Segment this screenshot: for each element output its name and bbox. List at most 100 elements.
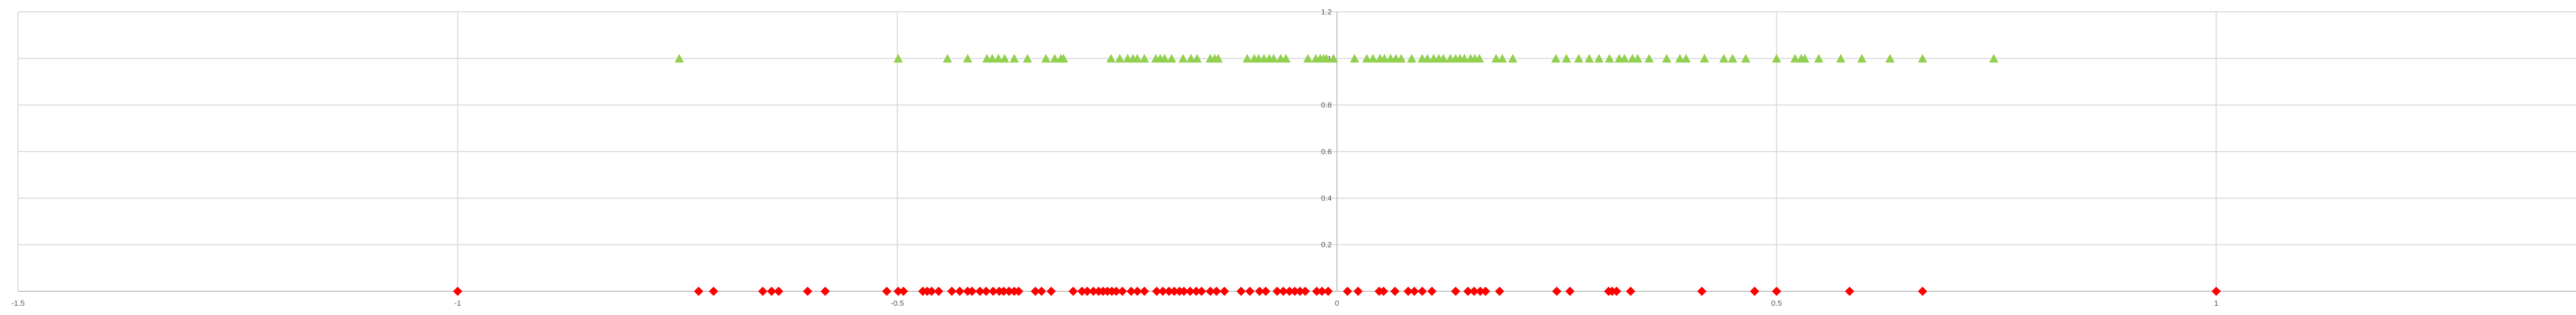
diamond-point	[803, 287, 812, 296]
triangle-point	[1368, 54, 1378, 63]
triangle-point	[1497, 54, 1507, 63]
triangle-point	[1380, 54, 1389, 63]
triangle-point	[987, 54, 997, 63]
triangle-point	[1350, 54, 1360, 63]
triangle-point	[1772, 54, 1782, 63]
triangle-point	[1644, 54, 1654, 63]
diamond-point	[1212, 287, 1222, 296]
diamond-point	[1697, 287, 1707, 296]
triangle-point	[1681, 54, 1691, 63]
triangle-point	[1508, 54, 1518, 63]
diamond-point	[1300, 287, 1310, 296]
triangle-point	[1700, 54, 1709, 63]
diamond-point	[1612, 287, 1621, 296]
diamond-point	[1197, 287, 1207, 296]
diamond-point	[1750, 287, 1759, 296]
diamond-point	[899, 287, 908, 296]
triangle-point	[942, 54, 952, 63]
diamond-point	[1069, 287, 1078, 296]
triangle-point	[1160, 54, 1170, 63]
diamond-point	[1403, 287, 1413, 296]
y-tick-label: 0.4	[1321, 194, 1332, 203]
triangle-point	[1050, 54, 1060, 63]
diamond-point	[774, 287, 784, 296]
triangle-point	[1675, 54, 1685, 63]
diamond-point	[1379, 287, 1388, 296]
diamond-point	[758, 287, 768, 296]
diamond-point	[893, 287, 903, 296]
diamond-point	[988, 287, 998, 296]
diamond-point	[1417, 287, 1427, 296]
triangle-point	[1620, 54, 1630, 63]
diamond-point	[1410, 287, 1419, 296]
diamond-point	[2211, 287, 2221, 296]
diamond-point	[1918, 287, 1927, 296]
triangle-point	[1329, 54, 1338, 63]
diamond-point	[1295, 287, 1305, 296]
diamond-point	[1317, 287, 1327, 296]
triangle-point	[674, 54, 684, 63]
x-tick-label: -0.5	[891, 299, 904, 308]
diamond-point	[1004, 287, 1014, 296]
diamond-point	[693, 287, 703, 296]
triangle-point	[1281, 54, 1291, 63]
triangle-point	[1438, 54, 1448, 63]
diamond-point	[1037, 287, 1046, 296]
triangle-point	[1167, 54, 1177, 63]
triangle-point	[1633, 54, 1642, 63]
triangle-point	[1741, 54, 1751, 63]
triangle-point	[1814, 54, 1824, 63]
diamond-point	[1152, 287, 1162, 296]
diamond-point	[1255, 287, 1264, 296]
diamond-point	[1170, 287, 1179, 296]
diamond-point	[1427, 287, 1437, 296]
triangle-point	[1422, 54, 1432, 63]
diamond-point	[1046, 287, 1056, 296]
diamond-point	[1343, 287, 1352, 296]
diamond-point	[1290, 287, 1300, 296]
triangle-point	[1918, 54, 1927, 63]
diamond-point	[967, 287, 977, 296]
diamond-point	[767, 287, 776, 296]
x-tick-label: -1.5	[11, 299, 25, 308]
diamond-point	[1111, 287, 1121, 296]
diamond-point	[1191, 287, 1201, 296]
triangle-point	[1574, 54, 1584, 63]
x-tick-label: 0.5	[1771, 299, 1782, 308]
diamond-point	[1278, 287, 1288, 296]
triangle-point	[1584, 54, 1594, 63]
triangle-point	[1551, 54, 1561, 63]
diamond-point	[1082, 287, 1092, 296]
tick-labels: -1.5-1-0.500.511.50.20.40.60.811.2	[11, 8, 2218, 308]
triangle-point	[1140, 54, 1149, 63]
triangle-point	[1041, 54, 1051, 63]
diamond-point	[1390, 287, 1400, 296]
gridlines	[18, 11, 2576, 291]
diamond-point	[1844, 287, 1854, 296]
diamond-point	[947, 287, 957, 296]
diamond-point	[1626, 287, 1636, 296]
diamond-point	[1552, 287, 1562, 296]
diamond-point	[1272, 287, 1282, 296]
diamond-point	[955, 287, 964, 296]
diamond-point	[1476, 287, 1485, 296]
triangle-point	[1562, 54, 1571, 63]
triangle-point	[1662, 54, 1671, 63]
diamond-point	[1140, 287, 1149, 296]
y-tick-label: 0.8	[1321, 101, 1332, 110]
diamond-point	[1030, 287, 1040, 296]
diamond-point	[927, 287, 937, 296]
triangle-point	[1790, 54, 1800, 63]
diamond-point	[1117, 287, 1127, 296]
triangle-point	[1719, 54, 1728, 63]
diamond-point	[1284, 287, 1294, 296]
diamond-point	[1164, 287, 1174, 296]
diamond-point	[1236, 287, 1246, 296]
x-tick-label: -1	[454, 299, 461, 308]
diamond-point	[981, 287, 991, 296]
triangle-point	[1059, 54, 1069, 63]
triangle-point	[1242, 54, 1252, 63]
triangle-point	[1269, 54, 1279, 63]
diamond-point	[1495, 287, 1504, 296]
